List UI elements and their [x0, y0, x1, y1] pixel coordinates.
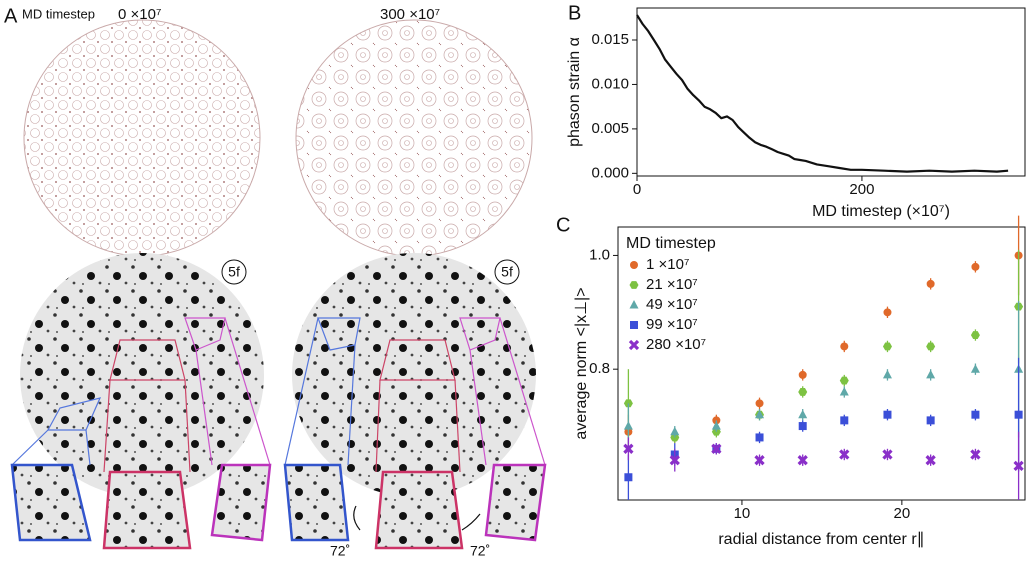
- point: [799, 371, 807, 379]
- legend-label: 21 ×10⁷: [646, 276, 698, 293]
- point: [630, 300, 639, 309]
- point: [883, 370, 892, 379]
- angle-label: 72˚: [330, 543, 350, 559]
- x-tick-label: 200: [849, 181, 874, 198]
- x-tick-label: 10: [734, 505, 751, 522]
- point: [971, 331, 980, 339]
- point: [798, 410, 807, 419]
- point: [840, 342, 848, 350]
- point: [926, 370, 935, 379]
- symmetry-label: 5f: [501, 264, 513, 280]
- point: [799, 422, 807, 430]
- tiling-image: [24, 20, 260, 256]
- point: [624, 421, 633, 430]
- point: [756, 399, 764, 407]
- point: [630, 321, 638, 329]
- legend-label: 99 ×10⁷: [646, 316, 698, 333]
- y-tick-label: 0.8: [589, 360, 610, 377]
- x-axis-label: radial distance from center r∥: [718, 531, 924, 548]
- panel-a: A MD timestep 0 ×10⁷ 300 ×10⁷ 5f 5f 72˚ …: [4, 5, 545, 558]
- panel-label: B: [568, 2, 581, 24]
- point: [624, 473, 632, 481]
- line: [637, 15, 1008, 172]
- symmetry-label: 5f: [228, 264, 240, 280]
- point: [927, 416, 935, 424]
- x-axis-label: MD timestep (×10⁷): [812, 203, 950, 220]
- y-tick-label: 0.000: [591, 164, 629, 181]
- point: [798, 388, 807, 396]
- point: [1015, 411, 1023, 419]
- point: [840, 387, 849, 396]
- plot-frame: [637, 8, 1025, 176]
- point: [840, 377, 849, 385]
- point: [971, 364, 980, 373]
- point: [630, 281, 639, 289]
- y-tick-label: 0.015: [591, 31, 629, 48]
- point: [883, 411, 891, 419]
- point: [630, 341, 638, 349]
- timestep-label: MD timestep: [22, 6, 95, 21]
- angle-label: 72˚: [470, 543, 490, 559]
- point: [927, 280, 935, 288]
- point: [670, 427, 679, 436]
- y-tick-label: 1.0: [589, 246, 610, 263]
- figure: A MD timestep 0 ×10⁷ 300 ×10⁷ 5f 5f 72˚ …: [0, 0, 1029, 569]
- y-tick-label: 0.005: [591, 120, 629, 137]
- y-axis-label: phason strain α: [566, 37, 583, 147]
- point: [840, 416, 848, 424]
- diffraction-image: [20, 253, 264, 497]
- tiling-image: [296, 20, 532, 256]
- point: [883, 308, 891, 316]
- legend-label: 280 ×10⁷: [646, 336, 706, 353]
- y-tick-label: 0.010: [591, 75, 629, 92]
- point: [630, 261, 638, 269]
- x-tick-label: 20: [894, 505, 911, 522]
- point: [926, 343, 935, 351]
- legend-title: MD timestep: [626, 235, 716, 252]
- point: [756, 433, 764, 441]
- point: [883, 343, 892, 351]
- point: [971, 411, 979, 419]
- point: [971, 263, 979, 271]
- y-axis-label: average norm <|x⊥|>: [573, 287, 590, 439]
- panel-label: C: [556, 214, 570, 236]
- legend-label: 49 ×10⁷: [646, 296, 698, 313]
- diffraction-image: [292, 253, 536, 497]
- legend-label: 1 ×10⁷: [646, 256, 689, 273]
- panel-label: A: [4, 5, 18, 27]
- x-tick-label: 0: [633, 181, 641, 198]
